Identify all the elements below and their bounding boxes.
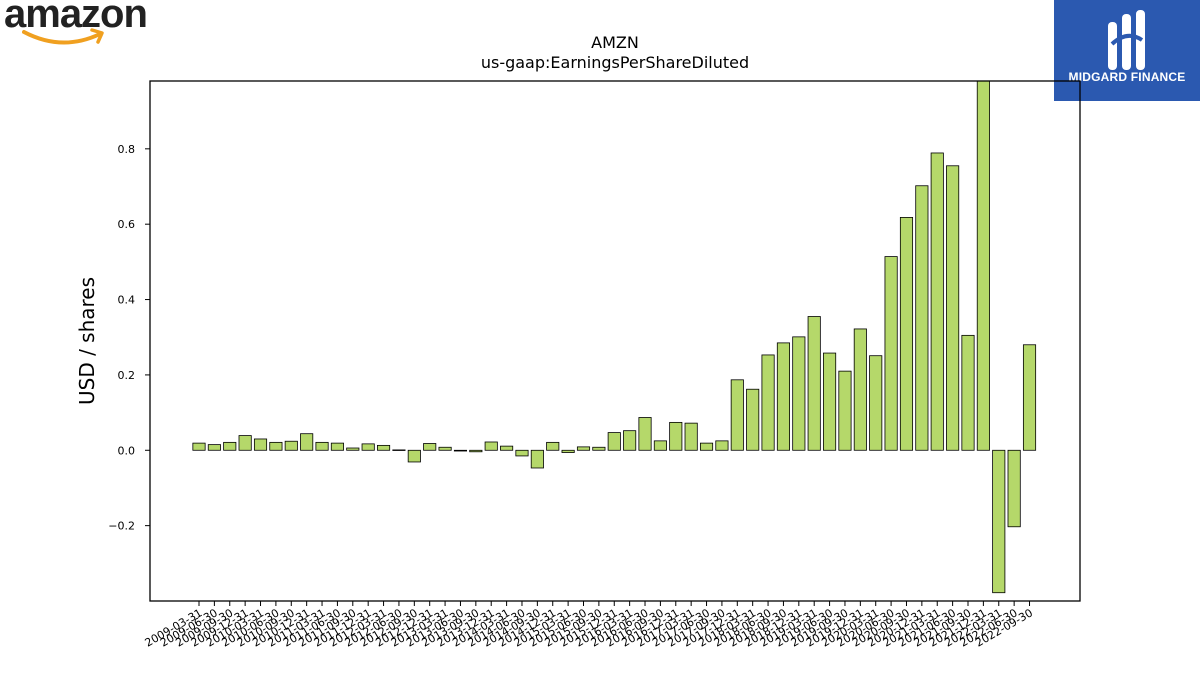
- bar-2015-12-31: [607, 432, 621, 451]
- chart-title: AMZN: [591, 33, 639, 52]
- bar-2010-12-31: [300, 433, 314, 451]
- bar-2018-12-31: [792, 336, 806, 451]
- bar-2012-09-30: [407, 449, 421, 463]
- midgard-finance-logo: MIDGARD FINANCE: [1054, 0, 1200, 101]
- bar-2010-09-30: [284, 440, 298, 451]
- bar-2009-09-30: [223, 441, 237, 451]
- bar-2014-09-30: [530, 449, 544, 469]
- bar-2013-12-31: [484, 441, 498, 451]
- bar-2011-06-30: [330, 442, 344, 451]
- bar-2011-03-31: [315, 441, 329, 451]
- bar-2009-06-30: [207, 444, 221, 451]
- bar-2017-03-31: [684, 422, 698, 451]
- bar-2021-12-31: [976, 80, 990, 451]
- bar-2022-03-31: [992, 449, 1006, 594]
- bar-2013-09-30: [469, 449, 483, 453]
- bar-2015-03-31: [561, 449, 575, 453]
- bar-2015-09-30: [592, 446, 606, 451]
- bar-2018-09-30: [776, 342, 790, 451]
- bar-2020-06-30: [884, 256, 898, 451]
- y-axis-ticks: −0.2 0.0 0.2 0.4 0.6 0.8: [108, 143, 150, 533]
- y-tick-label: 0.6: [118, 218, 136, 231]
- bar-2011-09-30: [346, 447, 360, 451]
- amazon-smile-icon: [22, 28, 104, 45]
- bar-2012-06-30: [392, 449, 406, 451]
- bar-2016-03-31: [623, 430, 637, 451]
- bar-2015-06-30: [576, 446, 591, 451]
- bar-2021-06-30: [946, 165, 960, 451]
- amazon-logo-wordmark: amazon: [4, 0, 148, 36]
- bar-2014-12-31: [546, 441, 560, 451]
- bar-series: [192, 80, 1037, 594]
- bar-2017-06-30: [699, 442, 714, 451]
- amazon-logo: amazon: [0, 0, 160, 56]
- bar-2021-09-30: [961, 334, 975, 451]
- midgard-finance-name: MIDGARD FINANCE: [1068, 70, 1186, 84]
- bar-2009-12-31: [238, 435, 252, 451]
- bar-2020-03-31: [869, 355, 883, 451]
- midgard-emblem-icon: [1108, 10, 1145, 70]
- bar-2019-12-31: [853, 328, 867, 451]
- y-tick-label: 0.0: [118, 444, 136, 457]
- bar-2013-06-30: [453, 449, 468, 452]
- bar-2020-09-30: [899, 217, 914, 451]
- bar-2014-03-31: [500, 445, 514, 451]
- bar-2012-03-31: [377, 444, 391, 451]
- y-axis-label: USD / shares: [75, 277, 99, 405]
- bar-2016-09-30: [653, 440, 667, 451]
- bar-2016-06-30: [638, 417, 652, 451]
- bar-2019-09-30: [838, 370, 852, 451]
- bar-2021-03-31: [930, 152, 944, 451]
- plot-area-frame: [149, 80, 1081, 602]
- y-tick-label: −0.2: [108, 520, 135, 533]
- bar-2009-03-31: [192, 442, 206, 451]
- chart-subtitle: us-gaap:EarningsPerShareDiluted: [481, 53, 749, 72]
- bar-2016-12-31: [669, 421, 683, 451]
- y-tick-label: 0.4: [118, 294, 136, 307]
- bar-2022-09-30: [1022, 344, 1037, 451]
- bar-2010-03-31: [253, 438, 268, 451]
- bar-2019-06-30: [823, 352, 837, 451]
- bar-2022-06-30: [1007, 449, 1021, 528]
- bar-2017-09-30: [715, 440, 729, 451]
- bar-2012-12-31: [423, 443, 437, 451]
- y-tick-label: 0.8: [118, 143, 136, 156]
- y-tick-label: 0.2: [118, 369, 136, 382]
- bar-2011-12-31: [361, 443, 375, 451]
- bar-2013-03-31: [438, 446, 452, 451]
- bar-2018-06-30: [761, 354, 775, 451]
- bar-2019-03-31: [807, 316, 821, 451]
- bar-2010-06-30: [269, 441, 283, 451]
- bar-2020-12-31: [915, 185, 929, 451]
- bar-2018-03-31: [746, 388, 760, 451]
- bar-2014-06-30: [515, 449, 529, 457]
- x-axis-ticks: 2009-03-312009-06-302009-09-302009-12-31…: [143, 601, 1035, 650]
- bar-2017-12-31: [730, 379, 744, 451]
